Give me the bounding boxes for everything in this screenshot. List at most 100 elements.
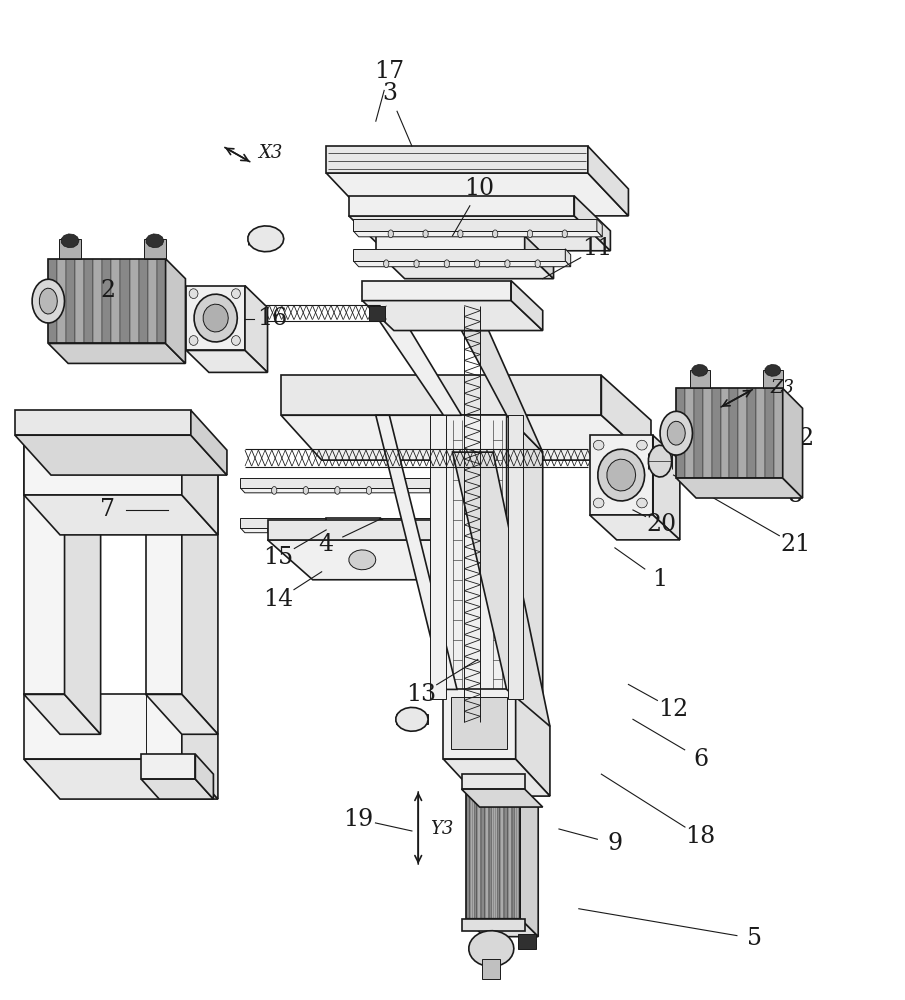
Text: 15: 15: [263, 546, 293, 569]
Polygon shape: [519, 934, 537, 949]
Polygon shape: [566, 249, 571, 267]
Polygon shape: [511, 281, 543, 331]
Polygon shape: [120, 259, 129, 343]
Polygon shape: [466, 919, 538, 937]
Polygon shape: [398, 486, 404, 494]
Text: 8: 8: [787, 484, 803, 507]
Polygon shape: [59, 239, 81, 259]
Polygon shape: [497, 789, 500, 919]
Polygon shape: [241, 528, 439, 533]
Polygon shape: [690, 370, 710, 388]
Polygon shape: [774, 388, 783, 478]
Polygon shape: [676, 478, 803, 498]
Polygon shape: [93, 259, 102, 343]
Text: 12: 12: [659, 698, 689, 721]
Polygon shape: [24, 430, 182, 495]
Polygon shape: [406, 526, 412, 534]
Polygon shape: [505, 260, 510, 268]
Polygon shape: [48, 259, 57, 343]
Polygon shape: [24, 430, 64, 694]
Text: 18: 18: [685, 825, 716, 848]
Text: 14: 14: [263, 588, 293, 611]
Polygon shape: [24, 694, 182, 759]
Polygon shape: [48, 343, 186, 363]
Polygon shape: [414, 260, 419, 268]
Polygon shape: [376, 236, 525, 251]
Polygon shape: [166, 259, 186, 363]
Polygon shape: [141, 779, 214, 799]
Polygon shape: [474, 260, 480, 268]
Text: 20: 20: [647, 513, 677, 536]
Text: 11: 11: [582, 237, 612, 260]
Polygon shape: [685, 388, 694, 478]
Text: 17: 17: [375, 60, 405, 83]
Polygon shape: [481, 789, 485, 919]
Polygon shape: [14, 410, 191, 435]
Polygon shape: [335, 486, 340, 494]
Polygon shape: [482, 959, 500, 979]
Polygon shape: [189, 289, 198, 299]
Text: 16: 16: [257, 307, 287, 330]
Polygon shape: [241, 478, 462, 488]
Polygon shape: [376, 251, 554, 279]
Polygon shape: [452, 452, 550, 726]
Polygon shape: [182, 430, 218, 535]
Polygon shape: [66, 259, 75, 343]
Polygon shape: [353, 249, 566, 261]
Polygon shape: [720, 388, 729, 478]
Polygon shape: [470, 789, 473, 919]
Polygon shape: [711, 388, 720, 478]
Polygon shape: [353, 219, 597, 231]
Polygon shape: [694, 388, 703, 478]
Polygon shape: [129, 259, 138, 343]
Polygon shape: [195, 754, 214, 799]
Polygon shape: [451, 697, 507, 749]
Text: 2: 2: [100, 279, 116, 302]
Polygon shape: [508, 789, 511, 919]
Polygon shape: [362, 281, 511, 301]
Polygon shape: [186, 286, 245, 350]
Text: 13: 13: [405, 683, 436, 706]
Polygon shape: [525, 236, 554, 279]
Polygon shape: [395, 714, 428, 724]
Polygon shape: [462, 331, 543, 452]
Polygon shape: [395, 707, 428, 731]
Polygon shape: [272, 486, 277, 494]
Polygon shape: [660, 411, 692, 455]
Polygon shape: [232, 336, 241, 345]
Polygon shape: [146, 430, 182, 694]
Polygon shape: [443, 759, 550, 796]
Polygon shape: [729, 388, 738, 478]
Polygon shape: [323, 526, 329, 534]
Polygon shape: [245, 286, 268, 372]
Polygon shape: [362, 296, 462, 415]
Polygon shape: [430, 415, 446, 699]
Polygon shape: [182, 694, 218, 799]
Polygon shape: [765, 364, 781, 376]
Polygon shape: [444, 260, 450, 268]
Polygon shape: [353, 261, 571, 267]
Polygon shape: [575, 196, 610, 251]
Polygon shape: [191, 410, 227, 475]
Polygon shape: [248, 226, 284, 252]
Polygon shape: [676, 388, 685, 478]
Polygon shape: [423, 230, 428, 238]
Polygon shape: [430, 486, 434, 494]
Polygon shape: [362, 301, 543, 331]
Polygon shape: [748, 388, 756, 478]
Polygon shape: [535, 260, 540, 268]
Text: Z3: Z3: [770, 379, 794, 397]
Polygon shape: [489, 789, 492, 919]
Polygon shape: [594, 440, 604, 450]
Polygon shape: [326, 173, 628, 216]
Polygon shape: [649, 445, 672, 477]
Polygon shape: [146, 694, 218, 734]
Polygon shape: [509, 415, 523, 699]
Polygon shape: [512, 789, 515, 919]
Polygon shape: [380, 518, 398, 560]
Polygon shape: [478, 789, 481, 919]
Polygon shape: [369, 306, 385, 321]
Polygon shape: [295, 526, 300, 534]
Polygon shape: [146, 234, 164, 248]
Text: 19: 19: [343, 808, 373, 831]
